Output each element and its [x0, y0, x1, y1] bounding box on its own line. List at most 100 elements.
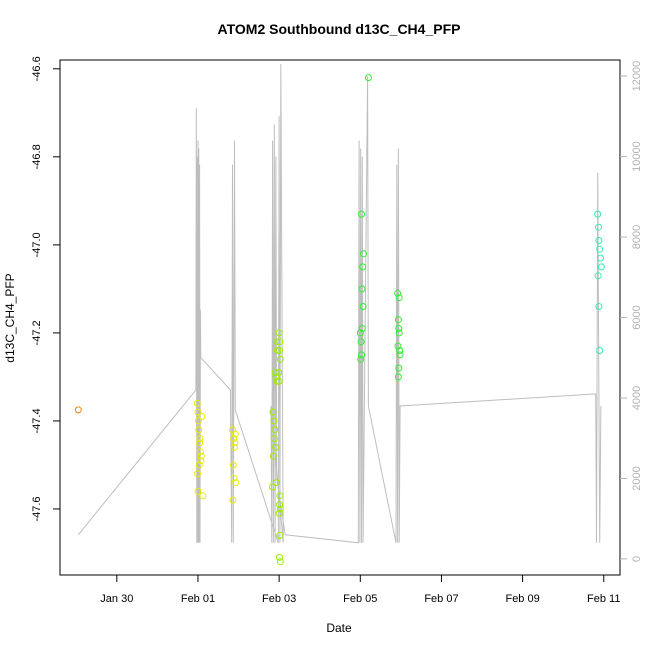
data-point [194, 408, 202, 416]
data-point [594, 272, 602, 280]
x-axis-label: Date [326, 621, 352, 635]
data-point [195, 426, 203, 434]
data-point [597, 254, 604, 262]
x-tick-label: Feb 03 [262, 593, 296, 605]
x-tick-label: Feb 01 [181, 593, 215, 605]
data-point [272, 443, 279, 451]
chart-title: ATOM2 Southbound d13C_CH4_PFP [218, 21, 461, 37]
y-tick-label: -47.2 [31, 320, 43, 345]
data-point [231, 430, 239, 438]
data-point [273, 338, 281, 346]
data-point [269, 483, 277, 491]
data-point [229, 461, 237, 469]
data-point [198, 413, 206, 420]
data-point [194, 487, 202, 495]
y2-tick-label: 12000 [631, 61, 643, 92]
y2-axis: 0 2000 4000 6000 8000 10000 12000 [620, 61, 643, 562]
data-point [272, 479, 280, 487]
data-point [196, 448, 204, 456]
data-point [360, 250, 367, 258]
data-point [595, 237, 603, 244]
data-point [229, 496, 237, 504]
x-tick-label: Feb 07 [424, 593, 458, 605]
data-point [394, 373, 402, 381]
data-point [597, 263, 605, 271]
data-point [595, 223, 602, 231]
data-point [358, 210, 365, 218]
data-point [396, 351, 404, 359]
data-point [395, 294, 403, 302]
data-point [197, 452, 205, 460]
altitude-line [77, 63, 602, 544]
data-point [395, 325, 403, 332]
data-point [359, 303, 367, 310]
altitude-layer [77, 63, 602, 544]
data-point [232, 479, 240, 487]
data-point [595, 303, 603, 310]
data-point [231, 443, 238, 451]
data-point [276, 505, 284, 513]
y2-tick-label: 4000 [631, 386, 643, 410]
data-point [358, 285, 366, 293]
data-point [356, 329, 364, 337]
data-point [193, 399, 201, 407]
data-point [596, 245, 604, 253]
data-point [275, 509, 283, 517]
data-point [269, 408, 277, 416]
y-axis-label: d13C_CH4_PFP [3, 273, 17, 362]
y-tick-label: -47.6 [31, 496, 43, 521]
data-point [270, 435, 278, 442]
data-point [273, 377, 281, 385]
data-point [359, 263, 367, 271]
data-point [276, 531, 284, 539]
data-point [196, 439, 204, 447]
y-tick-label: -46.6 [31, 56, 43, 81]
y-axis: -46.6 -46.8 -47.0 -47.2 -47.4 -47.6 [31, 56, 60, 522]
data-point [195, 461, 203, 469]
data-point [271, 369, 279, 376]
data-point [364, 74, 372, 82]
data-point [74, 406, 82, 414]
data-point [276, 355, 284, 363]
x-axis: Jan 30 Feb 01 Feb 03 Feb 05 Feb 07 Feb 09 Feb … [100, 574, 620, 605]
x-tick-label: Feb 05 [343, 593, 377, 605]
data-point [276, 338, 284, 346]
data-point [197, 457, 205, 465]
x-tick-label: Feb 11 [587, 593, 620, 605]
data-point [395, 329, 403, 337]
data-point [270, 417, 278, 425]
data-point [395, 364, 403, 372]
data-point [396, 347, 404, 354]
data-point [394, 289, 402, 297]
data-point [271, 426, 279, 434]
y2-tick-label: 10000 [631, 141, 643, 172]
x-tick-label: Feb 09 [505, 593, 539, 605]
data-point [231, 439, 239, 447]
data-point [230, 435, 238, 442]
data-point [276, 492, 284, 500]
y2-tick-label: 0 [631, 556, 643, 562]
y2-tick-label: 8000 [631, 225, 643, 249]
data-point [196, 435, 204, 442]
data-point [276, 501, 283, 509]
data-point [276, 347, 283, 354]
data-point [199, 492, 207, 500]
data-point [230, 474, 238, 482]
x-tick-label: Jan 30 [100, 593, 133, 605]
data-point [276, 558, 284, 566]
y2-tick-label: 2000 [631, 466, 643, 490]
data-point [275, 329, 283, 337]
points-layer [74, 74, 605, 566]
y-tick-label: -47.0 [31, 232, 43, 257]
data-point [276, 553, 283, 561]
data-point [358, 351, 365, 359]
data-point [358, 325, 366, 332]
y-tick-label: -46.8 [31, 144, 43, 169]
data-point [357, 355, 365, 363]
data-point [269, 452, 277, 460]
data-point [274, 347, 281, 354]
y2-tick-label: 6000 [631, 305, 643, 329]
data-point [394, 342, 402, 350]
data-point [194, 417, 202, 425]
